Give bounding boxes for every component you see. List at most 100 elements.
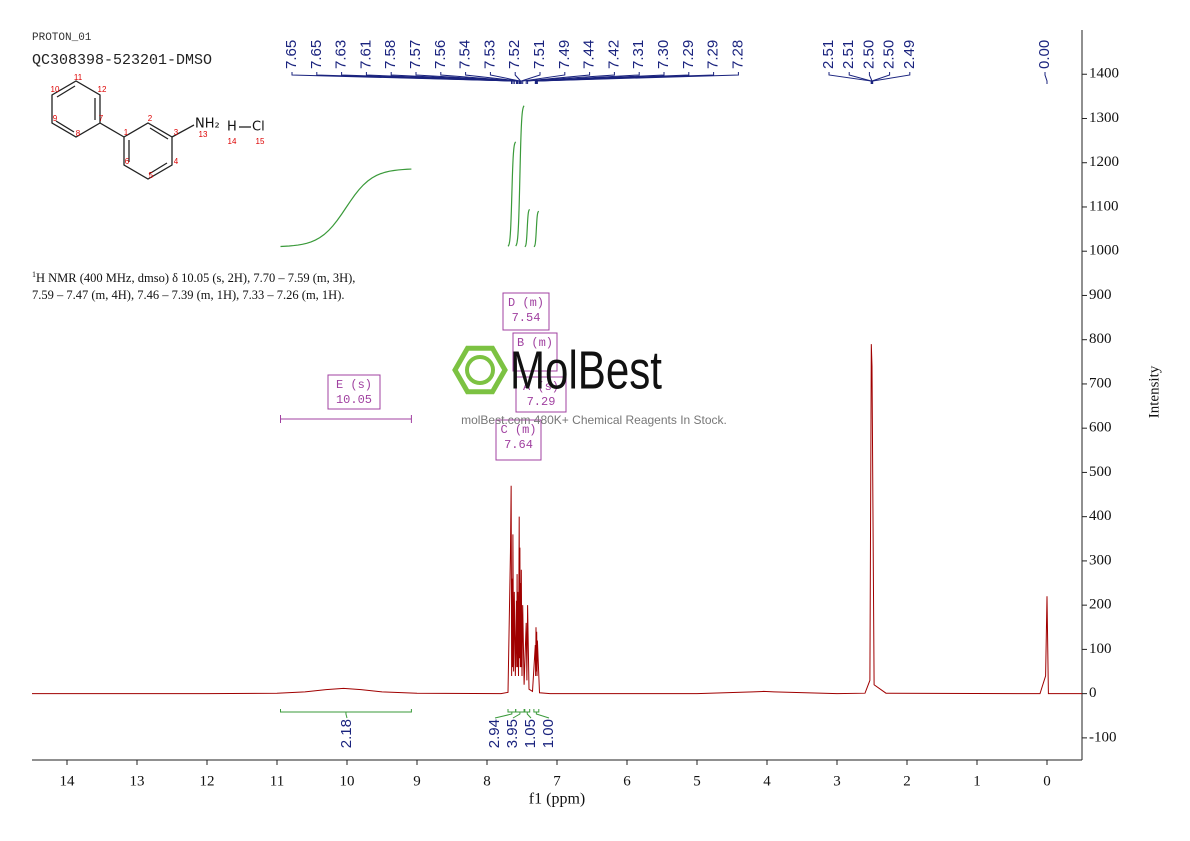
peak-leader (415, 72, 518, 84)
peak-leader (872, 72, 911, 84)
peak-label: 7.42 (605, 40, 622, 69)
atom-number: 9 (53, 114, 58, 123)
peak-label: 7.65 (283, 40, 300, 69)
sample-name: QC308398-523201-DMSO (32, 52, 212, 69)
peak-label: 2.51 (840, 40, 857, 69)
multiplet-box (502, 292, 550, 331)
nmr-description: 1H NMR (400 MHz, dmso) δ 10.05 (s, 2H), … (32, 266, 377, 304)
atom-number: 2 (148, 114, 153, 123)
x-tick-label: 6 (623, 773, 631, 789)
atom-number: 11 (74, 73, 83, 82)
peak-label: 7.49 (556, 40, 573, 69)
atom-number: 15 (256, 137, 265, 146)
integral-leader (494, 712, 513, 719)
peak-leader (390, 72, 517, 84)
peak-leader (489, 72, 521, 84)
y-tick-label: 900 (1089, 287, 1112, 303)
peak-leader (365, 72, 515, 84)
watermark-tagline: molBest.com 480K+ Chemical Reagents In S… (461, 413, 727, 427)
multiplet-shift: 7.54 (512, 311, 541, 325)
atom-number: 7 (99, 114, 104, 123)
description-text: H NMR (400 MHz, dmso) δ 10.05 (s, 2H), 7… (32, 271, 356, 303)
peak-label: 2.49 (901, 40, 918, 69)
integral-label: 3.95 (504, 719, 521, 748)
y-tick-label: 100 (1089, 641, 1112, 657)
multiplet-box (495, 419, 542, 461)
peak-leader (514, 72, 522, 84)
double-bond (149, 127, 169, 140)
integral-leader (512, 712, 521, 719)
peak-leader (522, 72, 566, 84)
integral-curve (524, 208, 531, 248)
peak-label: 2.51 (820, 40, 837, 69)
atom-number: 14 (228, 137, 237, 146)
multiplet-label: A (s) (523, 380, 559, 394)
peak-leader (536, 72, 739, 84)
atom-number: 13 (199, 130, 208, 139)
y-tick-label: 300 (1089, 552, 1112, 568)
x-tick-label: 7 (553, 773, 561, 789)
peak-label: 7.65 (308, 40, 325, 69)
peak-label: 7.31 (630, 40, 647, 69)
integral-curve (515, 105, 525, 247)
molecule (51, 80, 251, 180)
peak-leader (535, 72, 665, 84)
peak-leader (848, 72, 872, 84)
multiplet-box (327, 374, 381, 410)
peak-leader (525, 72, 591, 84)
double-bond (148, 162, 168, 175)
multiplet-box (515, 376, 567, 413)
atom-number: 3 (174, 128, 179, 137)
watermark-brand: MolBest (510, 340, 662, 400)
x-tick-label: 2 (903, 773, 911, 789)
superscript: 1 (32, 270, 36, 279)
peak-label: 7.29 (680, 40, 697, 69)
integral-label: 2.94 (486, 719, 503, 748)
x-tick-label: 3 (833, 773, 841, 789)
integral-bracket (533, 709, 540, 713)
multiplet-shift: 10.05 (336, 393, 372, 407)
integral-curve (280, 168, 412, 248)
x-tick-label: 13 (130, 773, 145, 789)
experiment-name: PROTON_01 (32, 32, 92, 44)
y-tick-label: 600 (1089, 420, 1112, 436)
y-tick-label: 400 (1089, 508, 1112, 524)
x-tick-label: 14 (60, 773, 76, 789)
x-tick-label: 11 (270, 773, 284, 789)
y-tick-label: 0 (1089, 685, 1097, 701)
logo-hexagon (452, 345, 508, 395)
x-tick-label: 1 (973, 773, 981, 789)
y-tick-label: 200 (1089, 597, 1112, 613)
peak-label: 7.52 (506, 40, 523, 69)
peak-leader (440, 72, 519, 84)
multiplet-label: B (m) (517, 336, 553, 350)
integral-label: 2.18 (338, 719, 355, 748)
integral-bracket (507, 709, 517, 713)
x-axis-label: f1 (ppm) (529, 791, 585, 808)
y-tick-label: 1000 (1089, 243, 1119, 259)
peak-label: 2.50 (881, 40, 898, 69)
y-tick-label: -100 (1089, 729, 1117, 745)
multiplet-shift: 7.29 (527, 395, 556, 409)
peak-label: 7.53 (481, 40, 498, 69)
atom-number: 8 (76, 129, 81, 138)
double-bond (55, 120, 75, 133)
multiplet-range (280, 415, 412, 423)
peak-leader (1044, 72, 1048, 84)
x-tick-label: 5 (693, 773, 701, 789)
spectrum (32, 344, 1082, 695)
peak-label: 7.61 (357, 40, 374, 69)
atom-label: H (227, 120, 237, 135)
atom-number: 4 (174, 157, 179, 166)
peak-label: 7.28 (729, 40, 746, 69)
peak-leader (465, 72, 520, 84)
x-tick-label: 0 (1043, 773, 1051, 789)
y-axis-label: Intensity (1146, 365, 1162, 418)
ring (51, 80, 101, 138)
atom-number: 1 (124, 128, 129, 137)
y-tick-label: 1400 (1089, 66, 1119, 82)
peak-leader (520, 72, 541, 84)
integral-curve (533, 210, 540, 248)
